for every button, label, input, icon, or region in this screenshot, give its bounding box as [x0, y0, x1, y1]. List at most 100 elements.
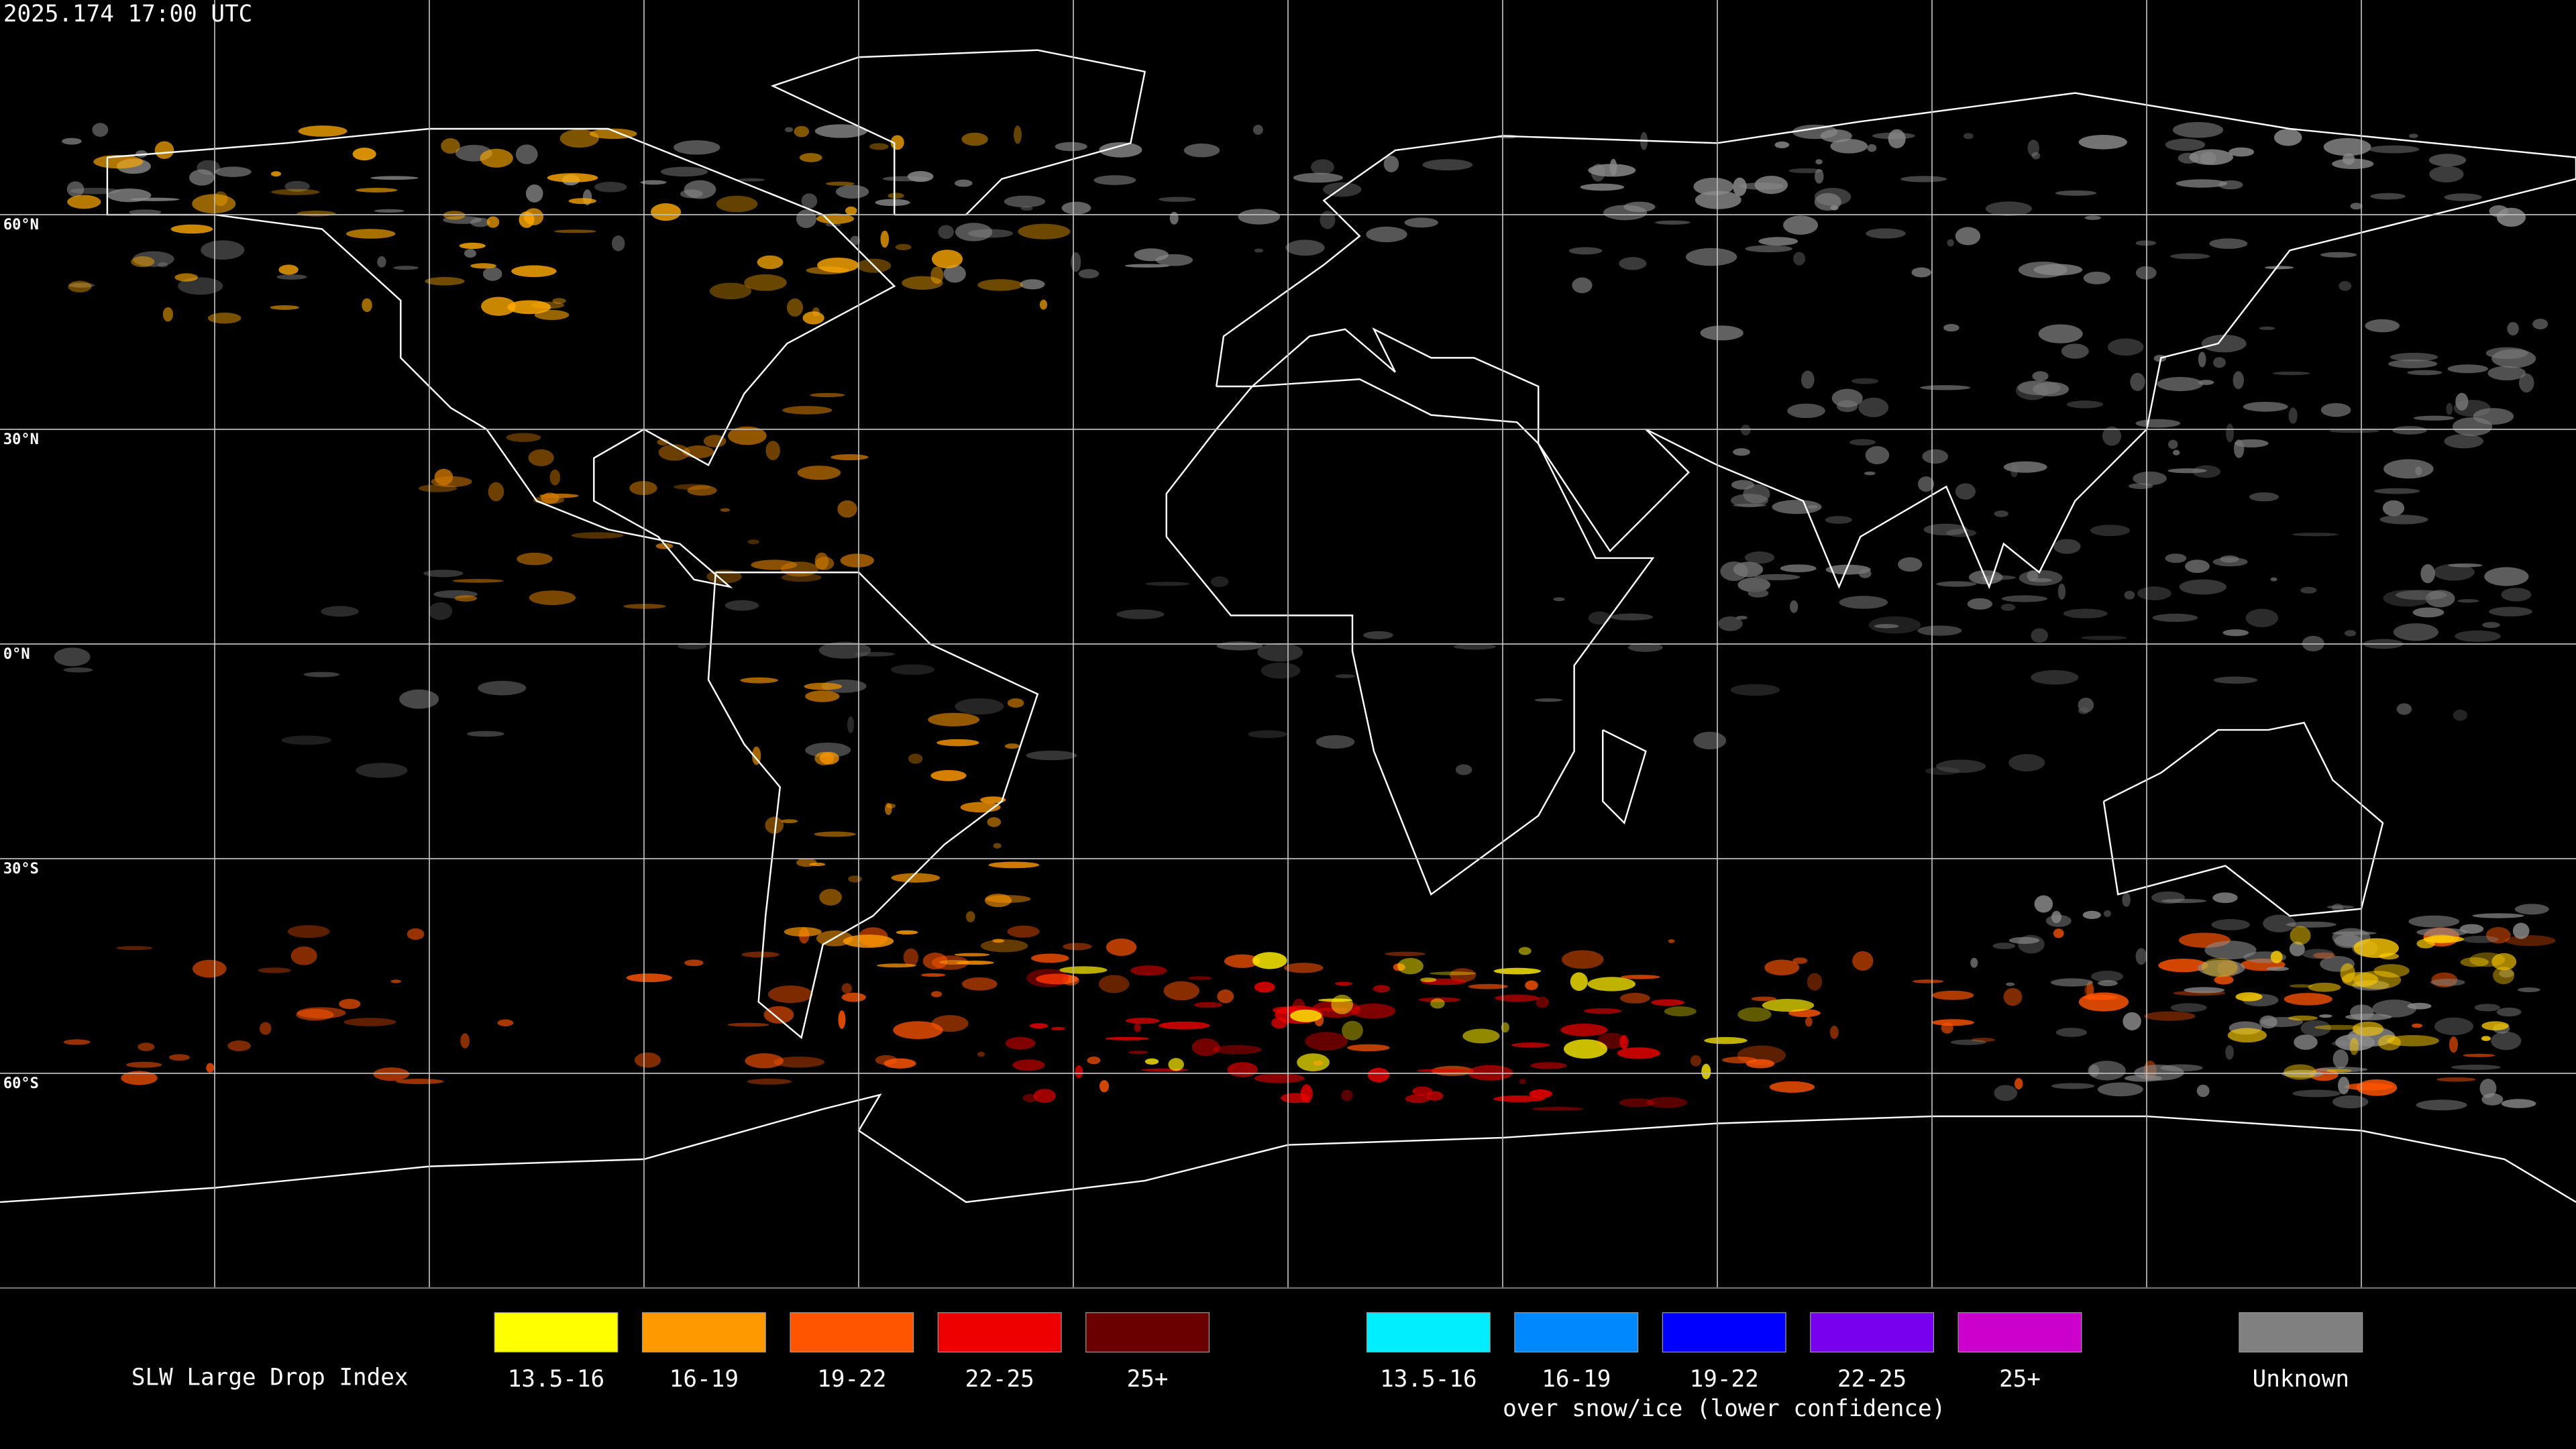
cloud-blob [869, 143, 889, 150]
cloud-blob [1320, 211, 1336, 229]
cloud-blob [895, 244, 912, 251]
cloud-blob [1693, 177, 1734, 196]
cloud-blob [2514, 904, 2549, 915]
cloud-blob [1449, 968, 1477, 982]
cloud-blob [2457, 599, 2479, 603]
cloud-blob [943, 264, 966, 283]
cloud-blob [2213, 676, 2258, 684]
cloud-blob [2289, 984, 2313, 988]
cloud-blob [2323, 138, 2371, 156]
cloud-blob [1814, 188, 1851, 206]
cloud-blob [1700, 325, 1743, 341]
cloud-blob [2491, 1031, 2522, 1051]
cloud-blob [2272, 371, 2310, 376]
cloud-blob [1814, 169, 1824, 184]
cloud-blob [2345, 1014, 2392, 1020]
cloud-blob [1743, 484, 1770, 504]
cloud-blob [1619, 257, 1647, 270]
cloud-blob [270, 171, 282, 177]
cloud-blob [1695, 191, 1741, 209]
cloud-blob [1128, 1051, 1148, 1055]
cloud-blob [880, 230, 890, 248]
cloud-blob [961, 132, 988, 146]
cloud-blob [896, 930, 918, 935]
cloud-blob [1744, 551, 1775, 564]
cloud-blob [747, 539, 759, 545]
cloud-blob [2167, 468, 2207, 474]
cloud-blob [206, 1063, 215, 1073]
cloud-blob [2134, 1065, 2184, 1081]
cloud-blob [1807, 505, 1818, 509]
legend-swatch [1810, 1312, 1935, 1353]
cloud-blob [2198, 959, 2245, 977]
cloud-blob [1530, 1062, 1567, 1069]
cloud-blob [1865, 445, 1890, 465]
cloud-blob [2368, 145, 2420, 154]
cloud-blob [1792, 957, 1808, 964]
cloud-blob [2211, 919, 2250, 930]
cloud-blob [2449, 1036, 2459, 1053]
cloud-blob [1254, 248, 1264, 253]
cloud-blob [2284, 1064, 2317, 1080]
cloud-blob [547, 173, 598, 182]
cloud-blob [2098, 980, 2118, 987]
cloud-blob [2209, 238, 2248, 249]
cloud-blob [68, 282, 95, 288]
cloud-blob [2350, 203, 2363, 210]
cloud-blob [2473, 408, 2514, 425]
cloud-blob [1898, 557, 1923, 572]
cloud-blob [2123, 1012, 2141, 1030]
cloud-blob [930, 991, 943, 998]
cloud-blob [1868, 616, 1921, 634]
cloud-blob [2451, 1065, 2501, 1070]
cloud-blob [1970, 957, 1978, 968]
cloud-blob [2226, 423, 2235, 443]
cloud-blob [1801, 370, 1815, 389]
cloud-blob [1772, 500, 1822, 515]
cloud-blob [93, 154, 144, 169]
cloud-blob [977, 279, 1023, 291]
cloud-blob [2133, 471, 2167, 486]
cloud-blob [2396, 703, 2412, 715]
cloud-blob [1793, 252, 1805, 266]
cloud-blob [2201, 334, 2247, 353]
cloud-blob [2027, 140, 2039, 157]
cloud-blob [875, 1055, 898, 1065]
cloud-blob [54, 647, 91, 667]
cloud-blob [841, 983, 852, 994]
cloud-blob [2288, 407, 2298, 424]
cloud-blob [2349, 1037, 2359, 1055]
cloud-blob [1300, 1084, 1313, 1104]
cloud-blob [2446, 402, 2453, 415]
cloud-blob [2201, 957, 2238, 977]
cloud-blob [1534, 698, 1562, 702]
legend-swatch [937, 1312, 1062, 1353]
cloud-blob [825, 181, 855, 186]
cloud-blob [902, 276, 943, 290]
cloud-blob [296, 1008, 334, 1021]
cloud-blob [737, 178, 765, 182]
cloud-blob [987, 817, 1002, 827]
cloud-blob [2455, 392, 2469, 411]
cloud-blob [260, 1022, 272, 1035]
cloud-blob [876, 963, 916, 968]
cloud-blob [709, 282, 752, 300]
cloud-blob [2393, 623, 2438, 641]
cloud-blob [2082, 910, 2101, 919]
cloud-blob [2198, 352, 2206, 368]
cloud-blob [2051, 1083, 2095, 1089]
cloud-blob [809, 862, 826, 867]
cloud-blob [1733, 448, 1750, 456]
cloud-blob [1383, 156, 1399, 172]
legend-swatch [1085, 1312, 1210, 1353]
cloud-blob [1159, 1021, 1210, 1030]
cloud-blob [740, 677, 778, 684]
cloud-blob [162, 307, 174, 322]
cloud-blob [1429, 971, 1477, 975]
cloud-blob [1297, 1053, 1330, 1072]
cloud-blob [1495, 994, 1540, 1002]
cloud-blob [819, 888, 842, 906]
cloud-blob [133, 251, 174, 267]
cloud-blob [2107, 338, 2144, 356]
cloud-blob [2157, 376, 2203, 392]
